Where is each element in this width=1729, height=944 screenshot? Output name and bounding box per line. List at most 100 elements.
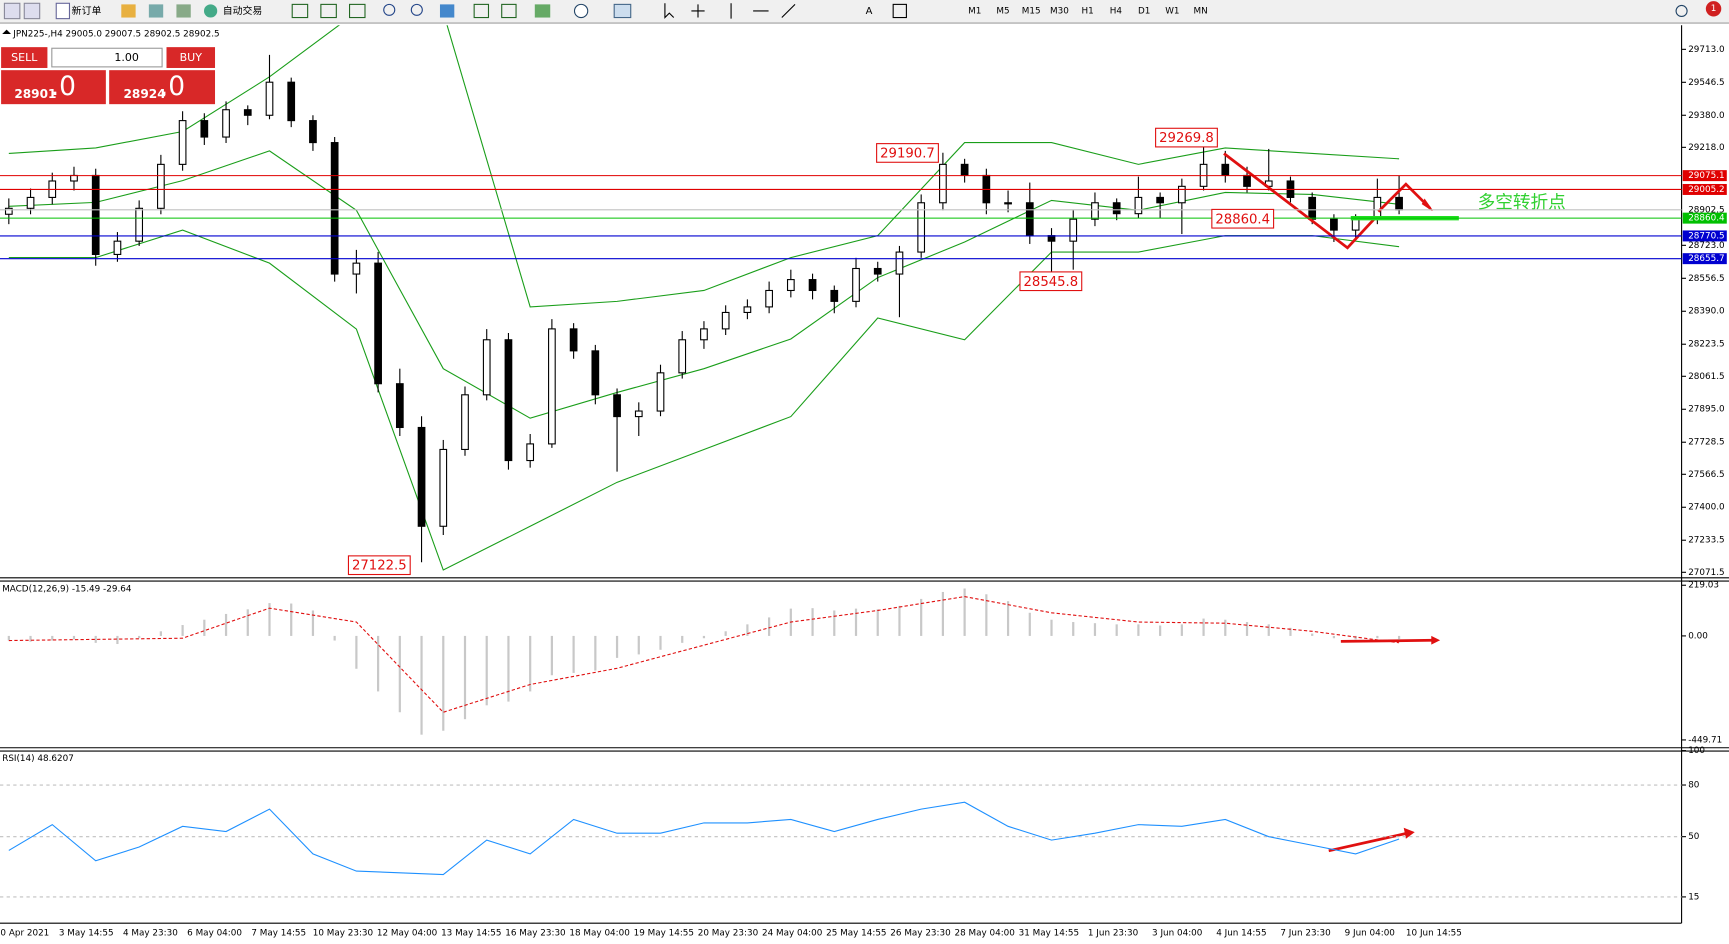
date-label: 19 May 14:55: [634, 929, 694, 939]
timeframe[interactable]: H4: [1110, 6, 1123, 16]
note: 多空转折点: [1478, 193, 1566, 213]
icon[interactable]: [176, 4, 191, 18]
timeframe[interactable]: H1: [1082, 6, 1094, 16]
macd-bar: [746, 624, 749, 636]
icon[interactable]: [664, 3, 675, 19]
level-box: [1682, 253, 1727, 265]
icon[interactable]: [148, 4, 164, 18]
lots-input[interactable]: [51, 47, 163, 68]
rsi-line: [8, 801, 1400, 876]
macd-signal: [8, 596, 1400, 713]
macd-bar: [833, 610, 836, 636]
candle-body: [352, 262, 361, 275]
annotation: 28545.8: [1024, 275, 1079, 290]
price-chart: [4, 25, 1403, 571]
icon[interactable]: [892, 3, 907, 19]
macd-bar: [333, 635, 336, 641]
search[interactable]: [1675, 4, 1688, 17]
date-label: 16 May 23:30: [505, 929, 565, 939]
buy-price: 28924: [124, 87, 166, 101]
macd-bar: [1159, 625, 1162, 636]
candle-body: [4, 207, 13, 215]
macd-bar: [920, 598, 923, 636]
macd-bar: [72, 635, 76, 640]
macd-bar: [811, 608, 814, 636]
candle-body: [786, 279, 795, 292]
macd-bar: [702, 635, 706, 639]
lots[interactable]: 1.00: [114, 51, 139, 64]
icon[interactable]: [383, 3, 396, 16]
icon[interactable]: A: [866, 6, 873, 17]
macd-bar: [1006, 601, 1010, 636]
icon[interactable]: [203, 4, 218, 18]
macd-bar: [681, 635, 684, 643]
sell-price-box[interactable]: [1, 70, 106, 105]
candle-body: [243, 109, 252, 116]
icon[interactable]: [439, 4, 455, 18]
timeframe[interactable]: M15: [1022, 6, 1041, 16]
macd-bar: [1115, 624, 1118, 636]
icon[interactable]: [573, 3, 589, 19]
auto-trading[interactable]: 自动交易: [223, 4, 263, 17]
icon[interactable]: [121, 4, 136, 18]
icon[interactable]: [410, 3, 423, 16]
macd-bar: [1180, 624, 1183, 636]
buy-label[interactable]: BUY: [180, 51, 203, 64]
sell-button[interactable]: [1, 47, 48, 68]
date-label: 30 Apr 2021: [0, 929, 49, 939]
date-label: 13 May 14:55: [441, 929, 501, 939]
candle-body: [439, 448, 448, 527]
date-label: 7 May 14:55: [251, 929, 306, 939]
candle-body: [678, 339, 687, 374]
notification-badge[interactable]: [1705, 1, 1722, 17]
chart-header: JPN225-,H4 29005.0 29007.5 28902.5 28902…: [12, 30, 219, 40]
new-order[interactable]: 新订单: [72, 4, 102, 17]
candle-body: [830, 289, 839, 302]
icon[interactable]: [730, 3, 796, 19]
trend-arrows: [1223, 152, 1432, 250]
macd-bar: [941, 591, 945, 636]
icon[interactable]: [473, 3, 490, 19]
date-label: 18 May 04:00: [569, 929, 629, 939]
timeframe[interactable]: M5: [996, 6, 1009, 16]
bollinger-middle: [8, 150, 1400, 419]
macd-bar: [963, 588, 966, 636]
date-label: 24 May 04:00: [762, 929, 822, 939]
timeframe[interactable]: D1: [1138, 6, 1150, 16]
level-box: [1682, 212, 1727, 224]
macd-bar: [355, 635, 358, 669]
icon[interactable]: [3, 2, 21, 20]
price-tick-label: 27728.5: [1688, 438, 1724, 448]
macd-bar: [398, 635, 401, 713]
candle-body: [287, 81, 296, 122]
timeframe[interactable]: MN: [1193, 6, 1207, 16]
candle-body: [1243, 174, 1251, 187]
timeframe[interactable]: W1: [1165, 6, 1179, 16]
timeframe[interactable]: M1: [968, 6, 981, 16]
icon[interactable]: [501, 3, 517, 19]
icon[interactable]: [23, 2, 41, 20]
candle-body: [895, 251, 904, 275]
buy-price-box[interactable]: [109, 70, 216, 105]
icon[interactable]: [55, 2, 71, 20]
icon[interactable]: [534, 4, 551, 18]
buy-button[interactable]: [166, 47, 216, 68]
macd-bar: [116, 635, 119, 645]
date-label: 31 May 14:55: [1019, 929, 1079, 939]
level-label: 28902.5: [1688, 205, 1724, 215]
icon[interactable]: [348, 3, 366, 19]
icon[interactable]: [613, 3, 632, 19]
candle-body: [526, 443, 535, 462]
sell-price: 28901: [14, 87, 56, 101]
candle-body: [1308, 196, 1317, 220]
macd-bar: [7, 635, 10, 641]
macd-bar: [1332, 635, 1336, 639]
macd-bar: [485, 635, 488, 706]
candle-body: [265, 81, 274, 116]
icon[interactable]: [320, 3, 337, 19]
candle-body: [1112, 202, 1121, 215]
icon[interactable]: [691, 4, 705, 18]
timeframe[interactable]: M30: [1050, 6, 1069, 16]
sell-label[interactable]: SELL: [11, 51, 38, 64]
icon[interactable]: [291, 3, 309, 19]
